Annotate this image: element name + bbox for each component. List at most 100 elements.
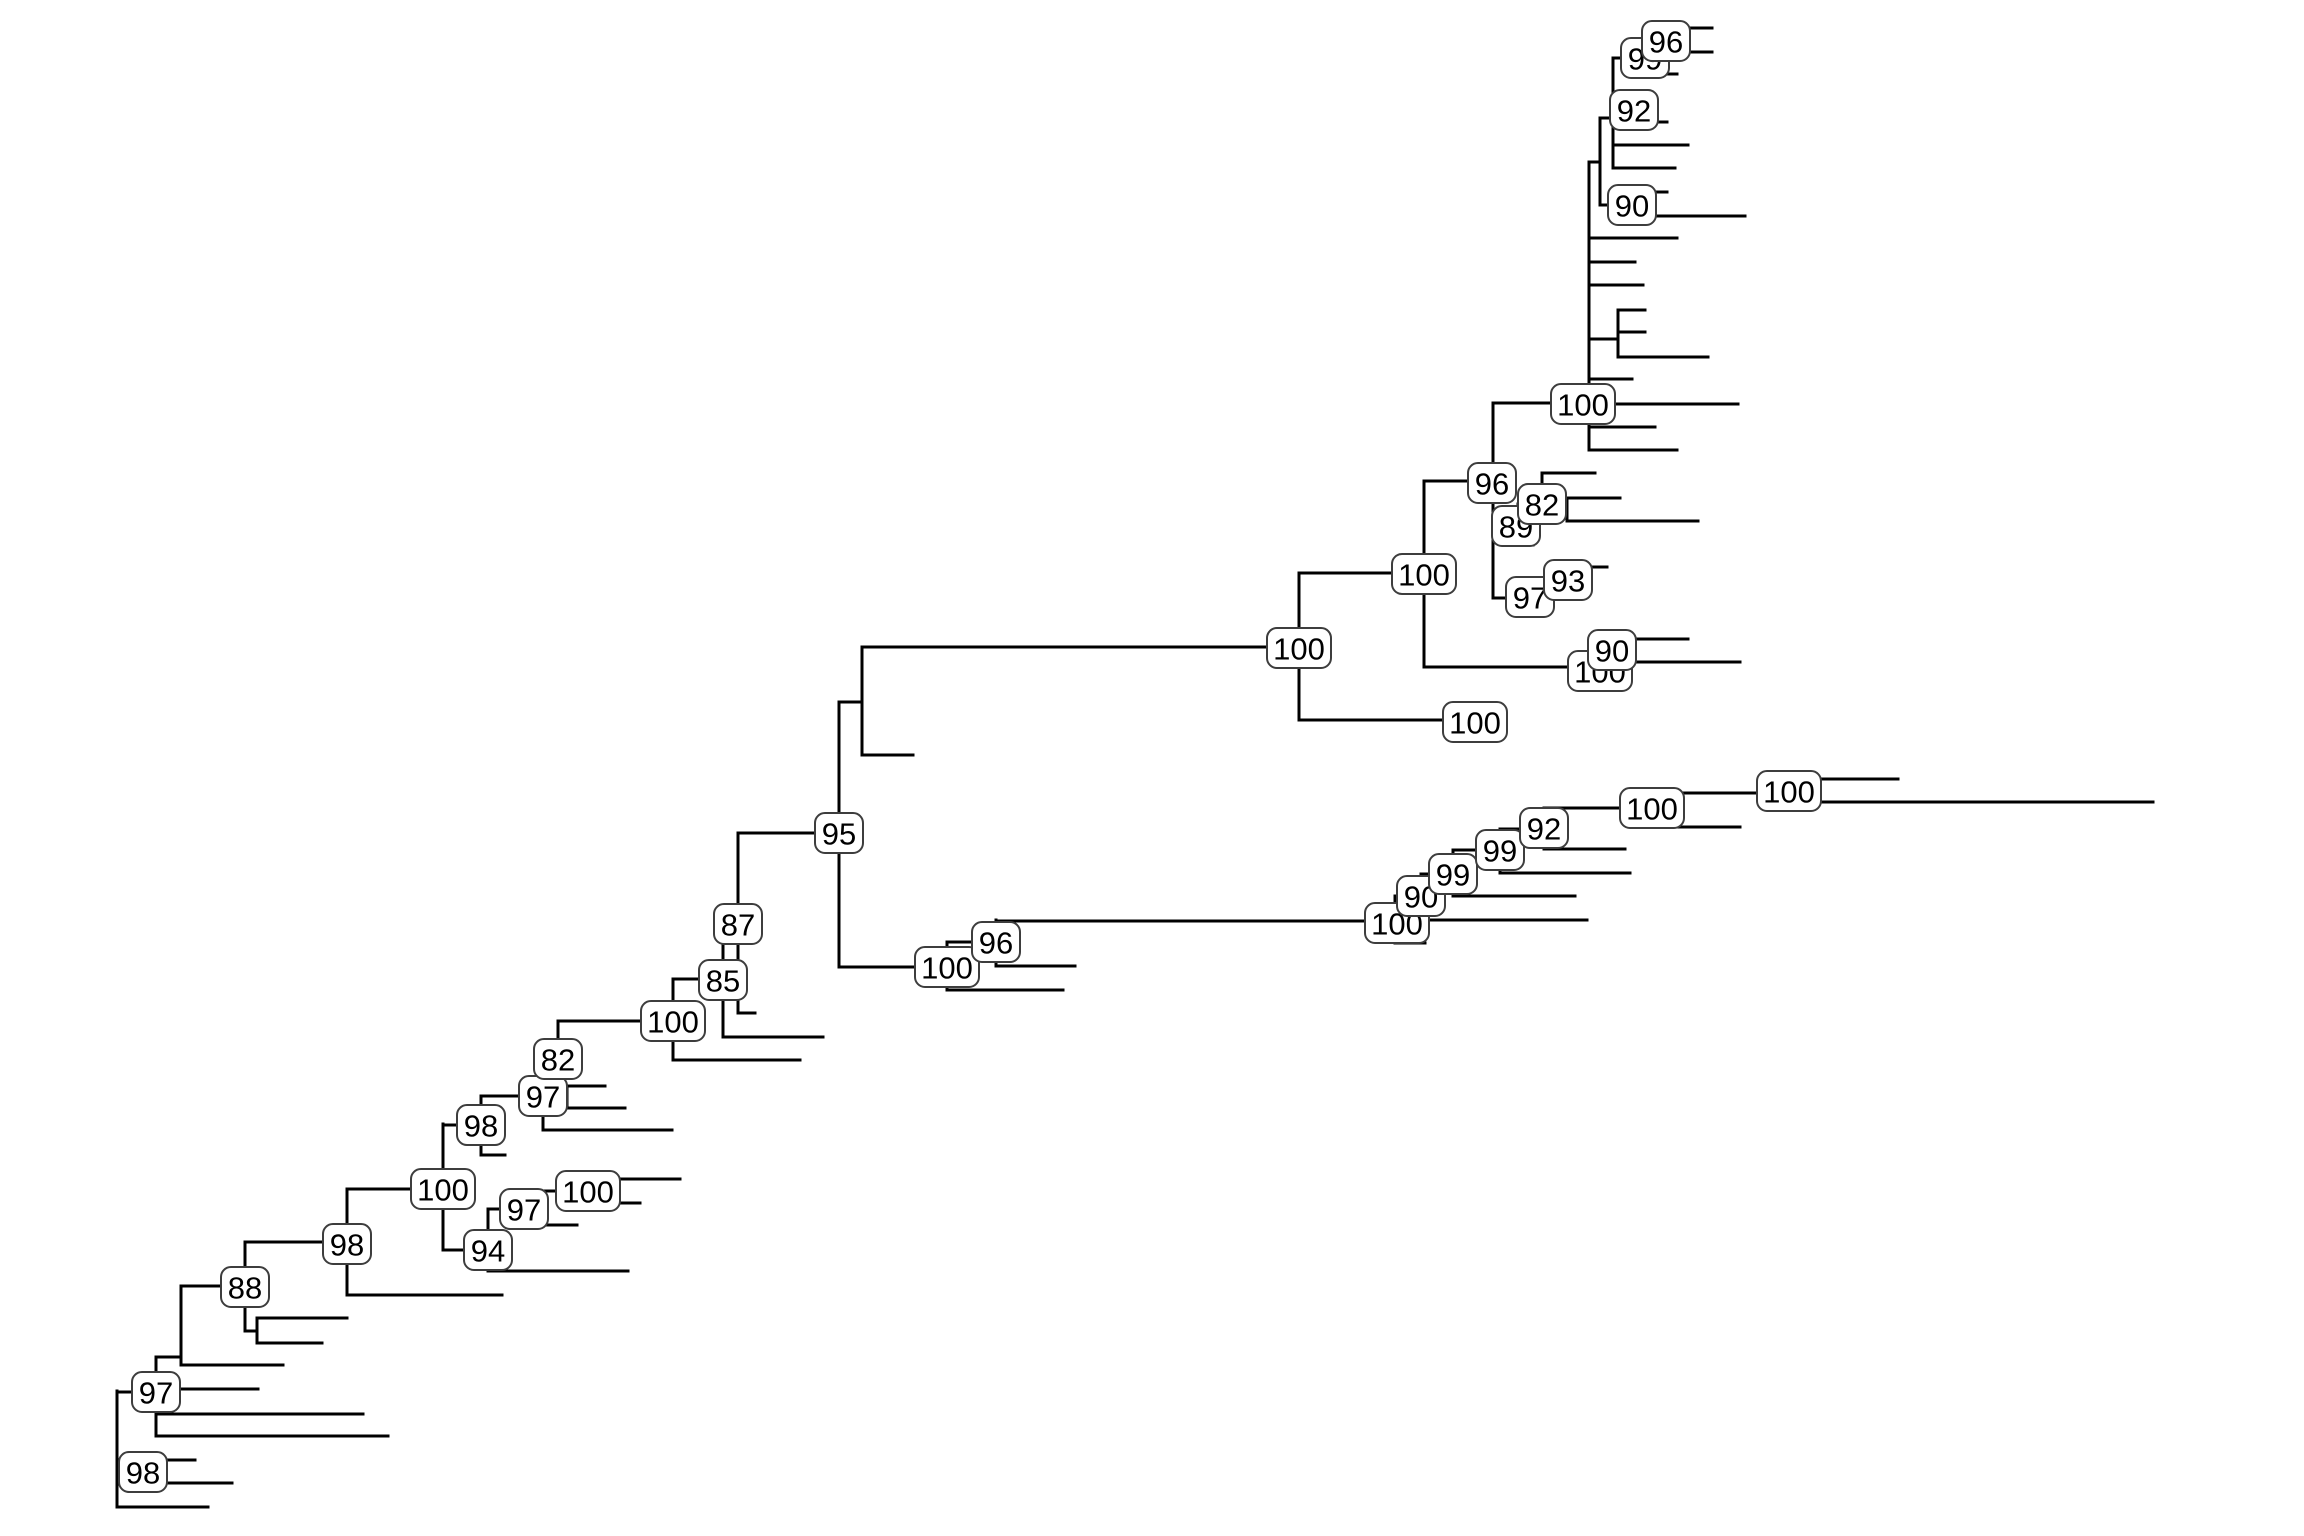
support-label-box — [463, 1229, 513, 1271]
support-label: 96 — [1467, 462, 1517, 504]
support-label-text: 98 — [464, 1109, 498, 1144]
support-label: 90 — [1607, 184, 1657, 226]
support-label: 100 — [1619, 787, 1685, 829]
support-label-text: 97 — [507, 1193, 541, 1228]
support-label: 97 — [518, 1075, 568, 1117]
support-label: 95 — [814, 812, 864, 854]
support-label-box — [1467, 462, 1517, 504]
support-label-text: 100 — [1398, 558, 1450, 593]
support-label: 93 — [1543, 559, 1593, 601]
support-label: 100 — [640, 1000, 706, 1042]
support-label: 96 — [1641, 20, 1691, 62]
support-label: 97 — [131, 1371, 181, 1413]
support-label: 82 — [533, 1038, 583, 1080]
support-label: 99 — [1475, 829, 1525, 871]
support-label-box — [456, 1104, 506, 1146]
support-label-text: 100 — [562, 1175, 614, 1210]
support-label: 100 — [410, 1168, 476, 1210]
support-label: 100 — [1391, 553, 1457, 595]
support-label-box — [1428, 853, 1478, 895]
support-label-box — [322, 1223, 372, 1265]
support-label-box — [1641, 20, 1691, 62]
support-label: 100 — [1266, 627, 1332, 669]
support-label-text: 92 — [1617, 94, 1651, 129]
support-label-box — [640, 1000, 706, 1042]
support-label: 97 — [1505, 576, 1555, 618]
support-label-text: 98 — [330, 1228, 364, 1263]
support-label-text: 90 — [1615, 189, 1649, 224]
support-label: 100 — [1550, 383, 1616, 425]
support-label-box — [1519, 807, 1569, 849]
support-label-text: 99 — [1483, 834, 1517, 869]
support-label-box — [1587, 629, 1637, 671]
support-label: 100 — [555, 1170, 621, 1212]
support-label-text: 95 — [822, 817, 856, 852]
support-label-text: 96 — [1649, 25, 1683, 60]
support-label-box — [1756, 770, 1822, 812]
support-label: 100 — [914, 946, 980, 988]
support-label: 98 — [322, 1223, 372, 1265]
support-label-box — [1609, 89, 1659, 131]
support-label: 100 — [1442, 701, 1508, 743]
support-label-text: 88 — [228, 1271, 262, 1306]
support-label-text: 100 — [1557, 388, 1609, 423]
support-label-text: 82 — [1525, 488, 1559, 523]
support-label-box — [814, 812, 864, 854]
support-label-text: 96 — [1475, 467, 1509, 502]
support-label-box — [131, 1371, 181, 1413]
support-label-text: 96 — [979, 926, 1013, 961]
support-label-text: 100 — [921, 951, 973, 986]
support-label: 94 — [463, 1229, 513, 1271]
support-label-box — [1543, 559, 1593, 601]
support-label-text: 100 — [417, 1173, 469, 1208]
support-label-text: 94 — [471, 1234, 505, 1269]
support-label: 96 — [971, 921, 1021, 963]
support-label-box — [220, 1266, 270, 1308]
support-label-text: 90 — [1595, 634, 1629, 669]
support-label: 98 — [456, 1104, 506, 1146]
support-label-box — [1442, 701, 1508, 743]
support-label-text: 100 — [647, 1005, 699, 1040]
support-label: 87 — [713, 903, 763, 945]
support-label-text: 85 — [706, 964, 740, 999]
support-label: 85 — [698, 959, 748, 1001]
support-label-text: 87 — [721, 908, 755, 943]
support-label-text: 100 — [1626, 792, 1678, 827]
support-label-text: 82 — [541, 1043, 575, 1078]
support-label: 97 — [499, 1188, 549, 1230]
support-label-box — [713, 903, 763, 945]
support-label: 100 — [1756, 770, 1822, 812]
support-label-box — [533, 1038, 583, 1080]
support-label-text: 97 — [1513, 581, 1547, 616]
support-label-box — [1266, 627, 1332, 669]
support-label-box — [118, 1451, 168, 1493]
support-label: 88 — [220, 1266, 270, 1308]
support-label-box — [971, 921, 1021, 963]
support-label-box — [410, 1168, 476, 1210]
support-label-text: 93 — [1551, 564, 1585, 599]
support-label-text: 100 — [1273, 632, 1325, 667]
support-label: 92 — [1519, 807, 1569, 849]
support-label: 90 — [1587, 629, 1637, 671]
support-label: 82 — [1517, 483, 1567, 525]
support-label-box — [1391, 553, 1457, 595]
support-label-text: 97 — [139, 1376, 173, 1411]
support-label-box — [1550, 383, 1616, 425]
support-label: 99 — [1428, 853, 1478, 895]
support-label-box — [914, 946, 980, 988]
support-label-text: 100 — [1449, 706, 1501, 741]
support-label-box — [1607, 184, 1657, 226]
support-label-text: 100 — [1763, 775, 1815, 810]
support-label-text: 97 — [526, 1080, 560, 1115]
support-label-box — [499, 1188, 549, 1230]
support-label-box — [698, 959, 748, 1001]
support-label-box — [555, 1170, 621, 1212]
support-label-box — [1517, 483, 1567, 525]
support-label: 98 — [118, 1451, 168, 1493]
support-label: 92 — [1609, 89, 1659, 131]
support-label-text: 99 — [1436, 858, 1470, 893]
support-label-box — [1619, 787, 1685, 829]
support-label-text: 98 — [126, 1456, 160, 1491]
